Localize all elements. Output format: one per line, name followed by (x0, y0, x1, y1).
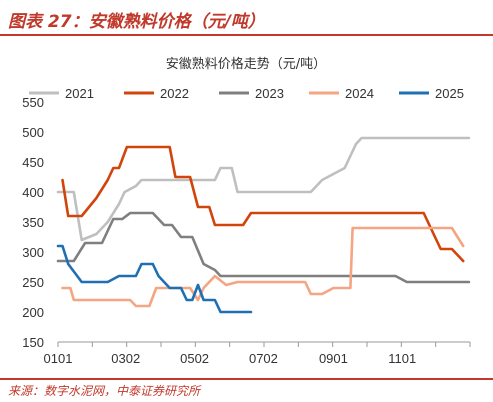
legend-label-2025: 2025 (435, 86, 464, 101)
price-line-chart: 安徽熟料价格走势（元/吨） 2021 2022 2023 2024 2025 150 20… (22, 56, 471, 366)
y-tick-label: 300 (22, 245, 44, 260)
x-axis: 0101 0302 0502 0702 0901 1101 (44, 341, 471, 366)
x-tick-label: 0901 (319, 351, 348, 366)
y-tick-label: 500 (22, 125, 44, 140)
series-group (56, 136, 471, 314)
footer-divider (0, 378, 493, 380)
y-tick-label: 200 (22, 305, 44, 320)
y-axis: 150 200 250 300 350 400 450 500 550 (22, 95, 44, 350)
source-note: 来源：数字水泥网，中泰证券研究所 (8, 384, 201, 398)
series-line-2021 (56, 136, 471, 242)
x-tick-label: 0101 (44, 351, 73, 366)
legend-label-2023: 2023 (255, 86, 284, 101)
chart-title: 安徽熟料价格走势（元/吨） (166, 56, 326, 72)
series-line-2023 (56, 211, 471, 284)
legend-label-2021: 2021 (65, 86, 94, 101)
series-line-2025 (56, 244, 253, 314)
x-tick-label: 0502 (180, 351, 209, 366)
y-tick-label: 350 (22, 215, 44, 230)
header-divider (0, 34, 493, 36)
y-tick-label: 400 (22, 185, 44, 200)
series-line-2024 (61, 226, 465, 308)
y-tick-label: 550 (22, 95, 44, 110)
figure-caption: 图表 27：安徽熟料价格（元/吨） (8, 12, 265, 32)
figure-header: 图表 27：安徽熟料价格（元/吨） (0, 0, 493, 33)
x-tick-label: 0702 (249, 351, 278, 366)
x-tick-label: 1101 (388, 351, 416, 366)
chart-legend: 2021 2022 2023 2024 2025 (29, 86, 464, 101)
y-tick-label: 250 (22, 275, 44, 290)
y-tick-label: 450 (22, 155, 44, 170)
y-tick-label: 150 (22, 335, 44, 350)
series-line-2022 (61, 145, 465, 263)
legend-label-2024: 2024 (345, 86, 374, 101)
x-tick-label: 0302 (111, 351, 140, 366)
legend-label-2022: 2022 (160, 86, 189, 101)
